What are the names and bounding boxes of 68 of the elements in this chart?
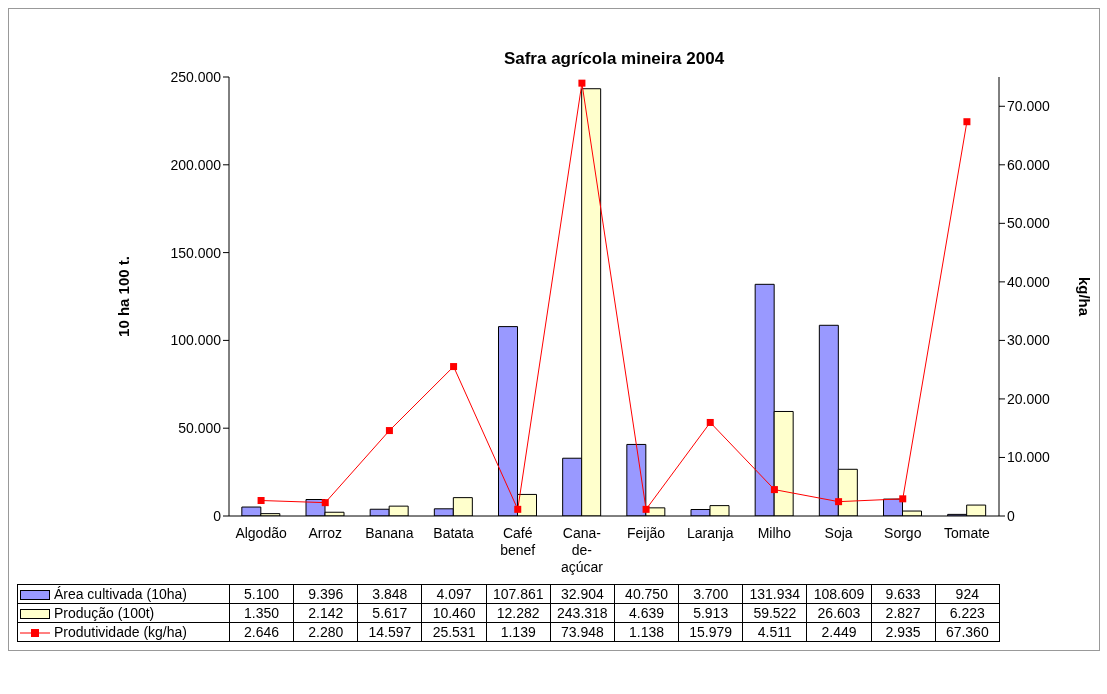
data-label: 2.646 xyxy=(229,622,294,642)
data-label: 107.861 xyxy=(486,584,551,604)
data-label: 4.511 xyxy=(742,622,807,642)
y2-tick-label: 20.000 xyxy=(1007,390,1051,407)
x-tick-label: Batata xyxy=(433,525,475,541)
data-label: 4.097 xyxy=(421,584,487,604)
data-label: 59.522 xyxy=(742,603,807,623)
data-label: 40.750 xyxy=(614,584,679,604)
x-tick-label: Banana xyxy=(365,525,414,541)
data-label: 3.700 xyxy=(678,584,743,604)
y2-tick-label: 40.000 xyxy=(1007,273,1051,290)
x-tick-label: Milho xyxy=(757,525,792,541)
data-label: 2.142 xyxy=(293,603,358,623)
x-tick-label: Cana-de-açúcar xyxy=(560,525,604,575)
data-label: 4.639 xyxy=(614,603,679,623)
x-tick-label: Laranja xyxy=(686,525,734,541)
y2-tick-label: 10.000 xyxy=(1007,449,1051,466)
data-label: 6.223 xyxy=(935,603,1000,623)
y2-tick-label: 30.000 xyxy=(1007,332,1051,349)
data-label: 2.827 xyxy=(871,603,936,623)
y-tick-label: 50.000 xyxy=(178,420,222,437)
data-label: 9.633 xyxy=(871,584,936,604)
data-label: 9.396 xyxy=(293,584,358,604)
y-axis-title: 10 ha 100 t. xyxy=(115,256,133,337)
data-label: 67.360 xyxy=(935,622,1000,642)
data-label: 32.904 xyxy=(550,584,615,604)
data-label: 73.948 xyxy=(550,622,615,642)
legend-label: Produção (100t) xyxy=(17,603,230,623)
data-label: 14.597 xyxy=(357,622,422,642)
y2-axis-title: kg/ha xyxy=(1075,276,1093,317)
data-label: 2.280 xyxy=(293,622,358,642)
x-tick-label: Algodão xyxy=(235,525,287,541)
y2-tick-label: 0 xyxy=(1007,507,1015,524)
x-tick-label: Tomate xyxy=(943,525,991,541)
data-label: 1.350 xyxy=(229,603,294,623)
data-label: 3.848 xyxy=(357,584,422,604)
data-label: 5.617 xyxy=(357,603,422,623)
data-label: 108.609 xyxy=(806,584,872,604)
data-label: 924 xyxy=(935,584,1000,604)
data-label: 2.449 xyxy=(806,622,872,642)
y-tick-label: 250.000 xyxy=(170,68,222,85)
chart-title: Safra agrícola mineira 2004 xyxy=(502,49,726,69)
data-label: 10.460 xyxy=(421,603,487,623)
y-tick-label: 200.000 xyxy=(170,156,222,173)
x-tick-label: Arroz xyxy=(308,525,342,541)
data-label: 1.139 xyxy=(486,622,551,642)
data-label: 15.979 xyxy=(678,622,743,642)
x-tick-label: Sorgo xyxy=(884,525,922,541)
y-tick-label: 0 xyxy=(213,507,222,524)
data-label: 131.934 xyxy=(742,584,807,604)
data-label: 243.318 xyxy=(550,603,615,623)
x-tick-label: Café benef xyxy=(500,525,536,558)
x-tick-label: Soja xyxy=(824,525,853,541)
data-label: 25.531 xyxy=(421,622,487,642)
legend-label: Área cultivada (10ha) xyxy=(17,584,230,604)
data-label: 2.935 xyxy=(871,622,936,642)
data-label: 5.913 xyxy=(678,603,743,623)
data-label: 12.282 xyxy=(486,603,551,623)
y-tick-label: 150.000 xyxy=(170,244,222,261)
data-label: 1.138 xyxy=(614,622,679,642)
y-tick-label: 100.000 xyxy=(170,332,222,349)
data-label: 26.603 xyxy=(806,603,872,623)
y2-tick-label: 50.000 xyxy=(1007,215,1051,232)
y2-tick-label: 70.000 xyxy=(1007,98,1051,115)
data-label: 5.100 xyxy=(229,584,294,604)
x-tick-label: Feijão xyxy=(627,525,666,541)
legend-label: Produtividade (kg/ha) xyxy=(17,622,230,642)
y2-tick-label: 60.000 xyxy=(1007,156,1051,173)
